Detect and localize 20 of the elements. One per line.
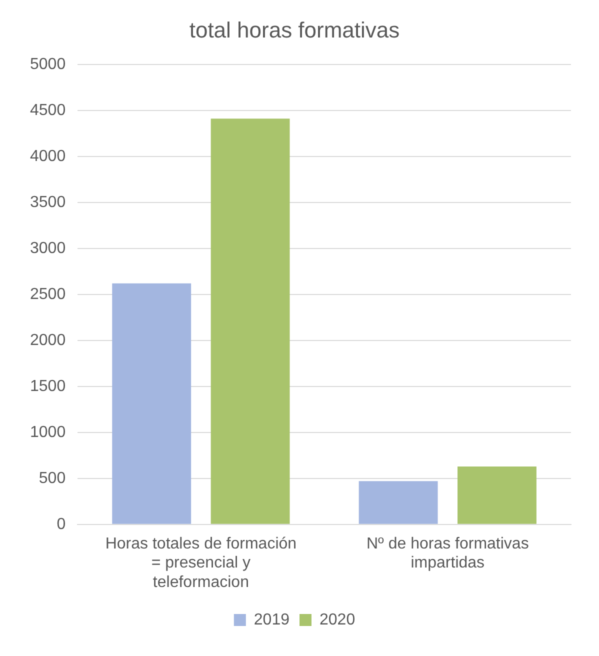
x-tick-label: Nº de horas formativas impartidas bbox=[366, 535, 529, 572]
y-tick-label: 1500 bbox=[30, 378, 66, 395]
y-tick-label: 5000 bbox=[30, 56, 66, 73]
bar bbox=[358, 481, 438, 524]
y-tick-label: 2500 bbox=[30, 286, 66, 303]
y-tick-label: 3500 bbox=[30, 194, 66, 211]
y-tick-label: 0 bbox=[56, 516, 66, 533]
y-tick-label: 500 bbox=[38, 470, 66, 487]
bar bbox=[112, 283, 192, 524]
bar bbox=[210, 118, 290, 524]
legend-label: 2019 bbox=[254, 611, 290, 628]
bar bbox=[458, 466, 536, 524]
y-tick-label: 4500 bbox=[30, 102, 66, 119]
y-tick-label: 3000 bbox=[30, 240, 66, 257]
y-tick-label: 4000 bbox=[30, 148, 66, 165]
y-tick-label: 2000 bbox=[30, 332, 66, 349]
legend-label: 2020 bbox=[320, 611, 356, 628]
x-tick-label: Horas totales de formación = presencial y teleformacion bbox=[105, 535, 297, 591]
chart-title: total horas formativas bbox=[189, 17, 400, 42]
y-tick-label: 1000 bbox=[30, 424, 66, 441]
